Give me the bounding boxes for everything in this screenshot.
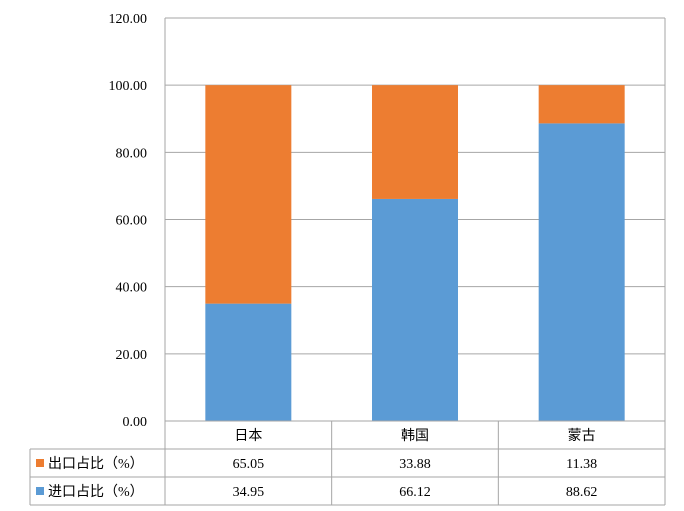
bar-export-1 [372,85,458,199]
x-category-label: 蒙古 [568,428,596,444]
bars [205,85,625,422]
table-cell-value: 34.95 [233,485,265,500]
y-tick-label: 60.00 [116,214,148,229]
legend-key-1 [36,487,44,495]
bar-export-2 [538,85,625,124]
table-cell-value: 65.05 [233,457,265,472]
legend-label: 出口占比（%） [48,456,144,472]
legend-label: 进口占比（%） [48,484,144,500]
bar-import-2 [538,123,625,422]
table-cell-value: 66.12 [399,485,431,500]
bar-import-1 [372,198,458,421]
bar-export-0 [205,85,292,304]
y-tick-label: 120.00 [109,12,148,27]
bar-import-0 [205,303,292,421]
table-cell-value: 33.88 [399,457,431,472]
table-cell-value: 11.38 [566,457,597,472]
legend-key-0 [36,459,44,467]
table-cell-value: 88.62 [566,485,598,500]
y-axis: 0.00 20.00 40.00 60.00 80.00 100.00 120.00 [109,12,148,430]
x-category-label: 日本 [234,428,262,444]
y-tick-label: 0.00 [123,415,148,430]
x-category-label: 韩国 [401,428,429,444]
y-tick-label: 100.00 [109,79,148,94]
y-tick-label: 80.00 [116,146,148,161]
y-tick-label: 40.00 [116,281,148,296]
y-tick-label: 20.00 [116,348,148,363]
